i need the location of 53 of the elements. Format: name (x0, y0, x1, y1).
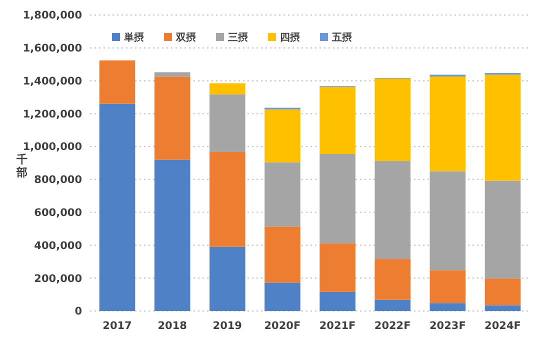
bar (99, 60, 136, 104)
y-tick-label: 600,000 (34, 207, 82, 220)
bar (374, 78, 410, 162)
x-tick-label: 2022F (374, 320, 411, 332)
bar (99, 104, 136, 311)
x-tick-label: 2017 (102, 320, 132, 332)
bar (320, 87, 356, 154)
bar (430, 270, 466, 304)
y-tick-label: 1,800,000 (22, 10, 82, 22)
bar (210, 83, 246, 94)
bar (484, 74, 521, 181)
bar (154, 76, 190, 160)
bar (430, 76, 466, 172)
bar (374, 161, 410, 260)
bar (154, 72, 190, 77)
bar (484, 180, 521, 279)
bar (154, 160, 190, 311)
legend-label: 四摂 (280, 32, 300, 44)
y-tick-label: 1,400,000 (22, 75, 82, 88)
bar (264, 162, 300, 227)
y-tick-label: 1,600,000 (22, 42, 82, 55)
bar (210, 246, 246, 311)
legend-label: 単摂 (123, 32, 144, 44)
y-tick-label: 0 (74, 306, 82, 318)
bar (264, 226, 300, 283)
y-tick-label: 1,200,000 (22, 108, 82, 120)
y-tick-label: 200,000 (34, 272, 82, 285)
y-tick-label: 400,000 (34, 240, 82, 252)
legend-label: 五摂 (331, 32, 352, 44)
bar (210, 94, 246, 152)
y-axis-title: 千部 (16, 153, 28, 179)
legend-label: 双摂 (175, 32, 196, 44)
bar (430, 303, 466, 311)
bar (264, 282, 300, 311)
x-tick-label: 2020F (264, 320, 301, 332)
bar (320, 292, 356, 311)
x-tick-label: 2021F (319, 320, 356, 332)
x-tick-label: 2024F (484, 320, 521, 332)
bar (374, 259, 410, 300)
y-tick-label: 800,000 (34, 174, 82, 186)
x-tick-label: 2019 (212, 320, 242, 332)
bar (210, 152, 246, 247)
bar (264, 109, 300, 162)
bar (320, 154, 356, 244)
x-tick-label: 2023F (429, 320, 466, 332)
y-tick-label: 1,000,000 (22, 141, 82, 154)
bar (484, 278, 521, 306)
bar (430, 171, 466, 270)
bar (374, 300, 410, 311)
bar (484, 305, 521, 311)
bar (320, 243, 356, 292)
x-tick-label: 2018 (158, 320, 187, 332)
legend-label: 三摂 (228, 32, 248, 44)
